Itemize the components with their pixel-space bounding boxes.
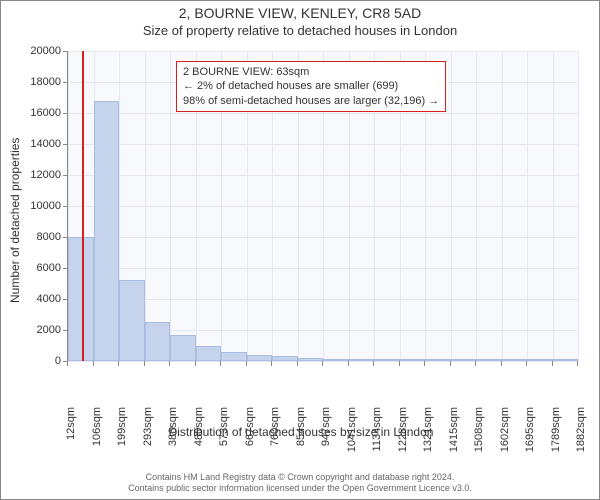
histogram-bar bbox=[119, 280, 145, 361]
footer-line-1: Contains HM Land Registry data © Crown c… bbox=[1, 472, 599, 484]
footer-text: Contains HM Land Registry data © Crown c… bbox=[1, 472, 599, 495]
property-marker-line bbox=[82, 51, 84, 361]
x-tick-label: 854sqm bbox=[295, 407, 307, 477]
histogram-bar bbox=[145, 322, 171, 361]
x-tick-mark bbox=[373, 361, 374, 366]
histogram-bar bbox=[94, 101, 120, 361]
y-tick-label: 2000 bbox=[11, 324, 61, 336]
plot-area: 2 BOURNE VIEW: 63sqm← 2% of detached hou… bbox=[67, 51, 578, 362]
x-tick-area: 12sqm106sqm199sqm293sqm386sqm480sqm573sq… bbox=[67, 361, 577, 435]
x-tick-label: 573sqm bbox=[218, 407, 230, 477]
histogram-bar bbox=[68, 237, 94, 361]
x-tick-label: 760sqm bbox=[269, 407, 281, 477]
x-tick-label: 1695sqm bbox=[524, 407, 536, 477]
x-tick-label: 1321sqm bbox=[422, 407, 434, 477]
y-tick-label: 12000 bbox=[11, 169, 61, 181]
y-tick-label: 6000 bbox=[11, 262, 61, 274]
x-tick-label: 1882sqm bbox=[575, 407, 587, 477]
histogram-bar bbox=[170, 335, 196, 361]
y-tick-label: 18000 bbox=[11, 76, 61, 88]
histogram-bar bbox=[196, 346, 222, 362]
x-tick-label: 480sqm bbox=[193, 407, 205, 477]
gridline-vertical bbox=[451, 51, 452, 361]
chart-area: Number of detached properties 2 BOURNE V… bbox=[1, 43, 600, 441]
footer-line-2: Contains public sector information licen… bbox=[1, 483, 599, 495]
x-tick-mark bbox=[144, 361, 145, 366]
gridline-vertical bbox=[502, 51, 503, 361]
x-tick-label: 12sqm bbox=[65, 407, 77, 477]
x-tick-label: 1041sqm bbox=[346, 407, 358, 477]
annotation-line-1: 2 BOURNE VIEW: 63sqm bbox=[183, 65, 439, 79]
x-tick-label: 1508sqm bbox=[473, 407, 485, 477]
y-tick-label: 20000 bbox=[11, 45, 61, 57]
x-tick-label: 1228sqm bbox=[397, 407, 409, 477]
annotation-box: 2 BOURNE VIEW: 63sqm← 2% of detached hou… bbox=[176, 61, 446, 112]
x-tick-label: 667sqm bbox=[244, 407, 256, 477]
x-tick-mark bbox=[271, 361, 272, 366]
x-tick-mark bbox=[399, 361, 400, 366]
gridline-vertical bbox=[527, 51, 528, 361]
x-axis-title: Distribution of detached houses by size … bbox=[1, 425, 600, 439]
x-tick-label: 1789sqm bbox=[550, 407, 562, 477]
x-tick-mark bbox=[424, 361, 425, 366]
annotation-line-2: ← 2% of detached houses are smaller (699… bbox=[183, 79, 439, 93]
y-tick-label: 4000 bbox=[11, 293, 61, 305]
chart-frame: 2, BOURNE VIEW, KENLEY, CR8 5AD Size of … bbox=[0, 0, 600, 500]
page-subtitle: Size of property relative to detached ho… bbox=[1, 23, 599, 38]
gridline-vertical bbox=[553, 51, 554, 361]
gridline-vertical bbox=[170, 51, 171, 361]
y-tick-label: 10000 bbox=[11, 200, 61, 212]
x-tick-mark bbox=[322, 361, 323, 366]
x-tick-mark bbox=[118, 361, 119, 366]
y-tick-label: 0 bbox=[11, 355, 61, 367]
x-tick-label: 947sqm bbox=[320, 407, 332, 477]
x-tick-mark bbox=[195, 361, 196, 366]
x-tick-label: 1134sqm bbox=[371, 407, 383, 477]
histogram-bar bbox=[221, 352, 247, 361]
x-tick-label: 386sqm bbox=[167, 407, 179, 477]
y-axis-title: Number of detached properties bbox=[8, 138, 22, 303]
y-tick-label: 16000 bbox=[11, 107, 61, 119]
gridline-vertical bbox=[578, 51, 579, 361]
x-tick-mark bbox=[501, 361, 502, 366]
x-tick-label: 199sqm bbox=[116, 407, 128, 477]
page-title: 2, BOURNE VIEW, KENLEY, CR8 5AD bbox=[1, 5, 599, 21]
x-tick-label: 1415sqm bbox=[448, 407, 460, 477]
x-tick-mark bbox=[246, 361, 247, 366]
x-tick-mark bbox=[220, 361, 221, 366]
x-tick-label: 106sqm bbox=[91, 407, 103, 477]
x-tick-mark bbox=[93, 361, 94, 366]
x-tick-mark bbox=[297, 361, 298, 366]
y-tick-label: 14000 bbox=[11, 138, 61, 150]
x-tick-mark bbox=[577, 361, 578, 366]
x-tick-label: 293sqm bbox=[142, 407, 154, 477]
annotation-line-3: 98% of semi-detached houses are larger (… bbox=[183, 94, 439, 108]
x-tick-mark bbox=[450, 361, 451, 366]
gridline-vertical bbox=[476, 51, 477, 361]
x-tick-mark bbox=[475, 361, 476, 366]
y-tick-label: 8000 bbox=[11, 231, 61, 243]
x-tick-mark bbox=[67, 361, 68, 366]
x-tick-label: 1602sqm bbox=[499, 407, 511, 477]
x-tick-mark bbox=[348, 361, 349, 366]
x-tick-mark bbox=[526, 361, 527, 366]
x-tick-mark bbox=[169, 361, 170, 366]
x-tick-mark bbox=[552, 361, 553, 366]
gridline-vertical bbox=[145, 51, 146, 361]
